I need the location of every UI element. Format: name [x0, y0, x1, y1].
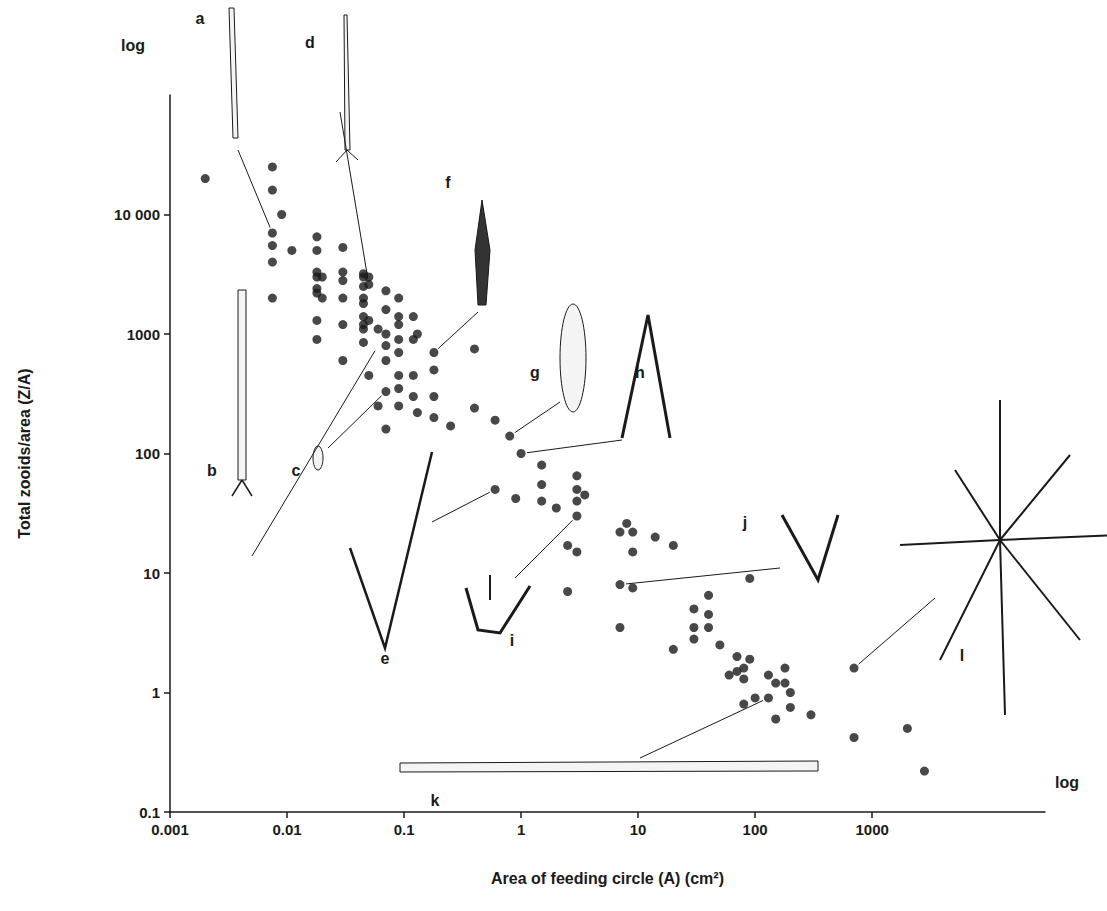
svg-text:0.001: 0.001	[151, 821, 189, 838]
svg-text:10: 10	[143, 565, 160, 582]
svg-text:b: b	[207, 462, 217, 479]
svg-text:0.1: 0.1	[394, 821, 415, 838]
svg-text:h: h	[635, 364, 645, 381]
svg-text:1: 1	[517, 821, 525, 838]
svg-text:f: f	[445, 174, 451, 191]
svg-text:i: i	[510, 632, 514, 649]
svg-text:l: l	[960, 647, 964, 664]
svg-text:c: c	[292, 462, 301, 479]
svg-text:g: g	[530, 364, 540, 381]
svg-text:j: j	[742, 514, 747, 531]
svg-text:0.1: 0.1	[139, 804, 160, 821]
svg-text:0.01: 0.01	[272, 821, 301, 838]
svg-text:log: log	[1055, 774, 1079, 791]
svg-text:10 000: 10 000	[114, 206, 160, 223]
svg-text:a: a	[196, 10, 205, 27]
svg-text:Total zooids/area (Z/A): Total zooids/area (Z/A)	[16, 368, 33, 538]
svg-text:100: 100	[135, 445, 160, 462]
svg-text:1000: 1000	[855, 821, 888, 838]
svg-text:Area of feeding circle (A) (cm: Area of feeding circle (A) (cm²)	[491, 870, 724, 887]
svg-text:log: log	[121, 37, 145, 54]
svg-text:d: d	[305, 34, 315, 51]
svg-text:k: k	[431, 792, 440, 809]
svg-text:100: 100	[743, 821, 768, 838]
svg-text:1000: 1000	[127, 326, 160, 343]
svg-text:1: 1	[152, 684, 160, 701]
svg-text:10: 10	[630, 821, 647, 838]
svg-text:e: e	[381, 650, 390, 667]
